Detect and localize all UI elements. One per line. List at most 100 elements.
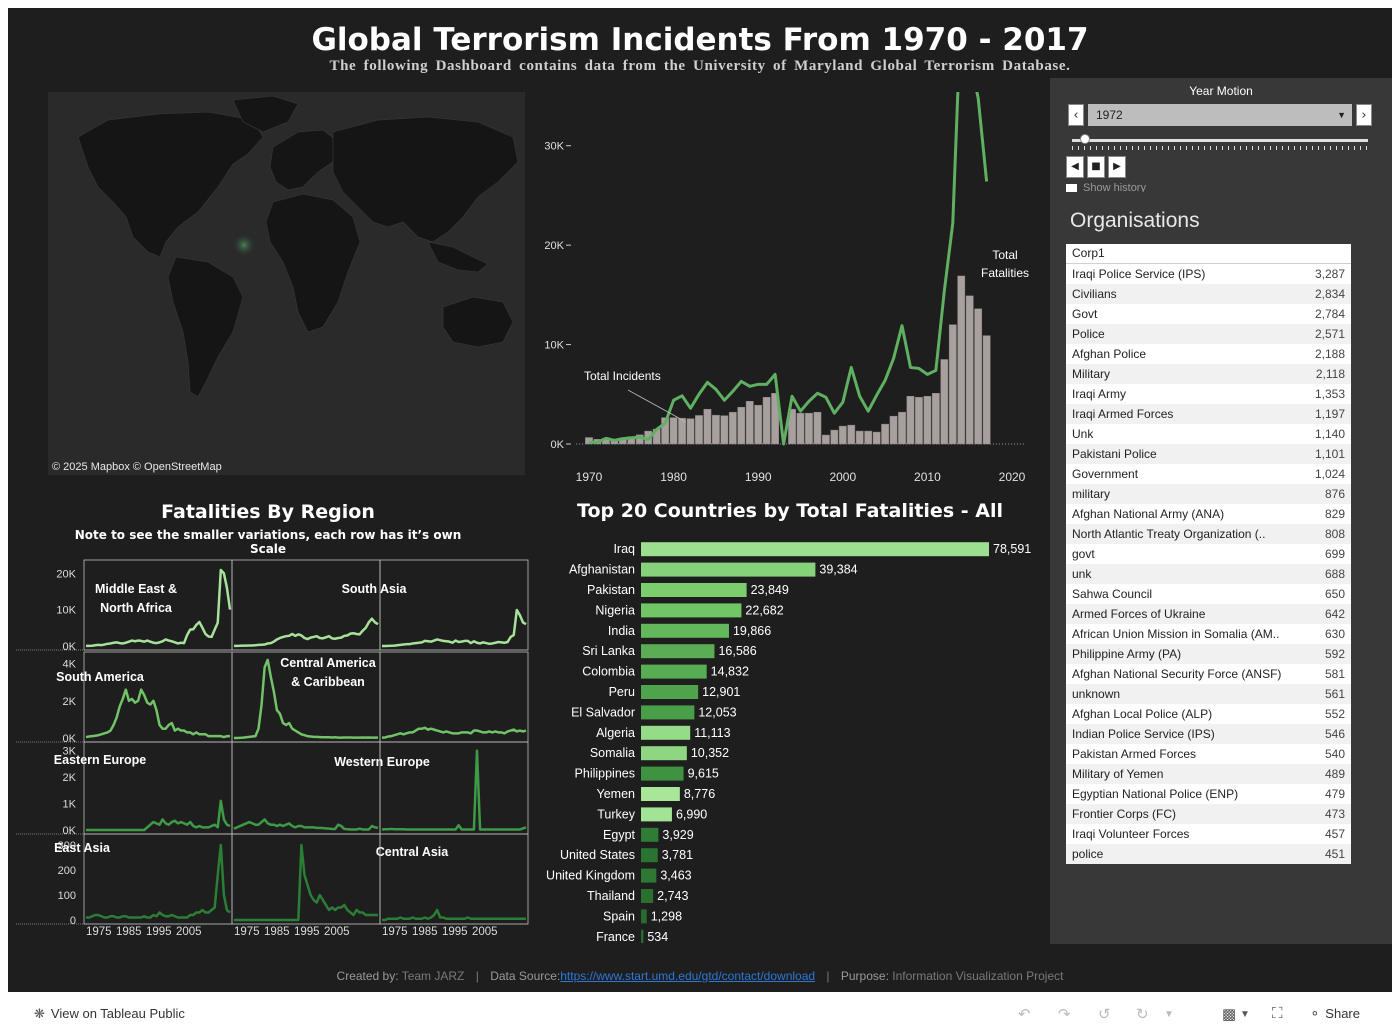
map-incident-marker[interactable] <box>232 233 256 257</box>
redo-icon[interactable]: ↷ <box>1058 1006 1071 1023</box>
stop-button[interactable]: ■ <box>1087 156 1105 178</box>
table-row[interactable]: unk 688 <box>1066 564 1351 584</box>
chevron-down-icon[interactable]: ▼ <box>1164 1009 1174 1020</box>
country-label: Philippines <box>575 767 635 781</box>
org-value: 699 <box>1324 547 1345 561</box>
table-row[interactable]: Civilians 2,834 <box>1066 284 1351 304</box>
play-backward-button[interactable]: ◀ <box>1066 156 1084 178</box>
region-x-tick-label: 1975 <box>382 926 408 938</box>
table-row[interactable]: Afghan Police 2,188 <box>1066 344 1351 364</box>
incident-bar <box>754 404 763 445</box>
refresh-icon[interactable]: ↻ <box>1136 1006 1149 1023</box>
prev-year-button[interactable]: ‹ <box>1068 104 1084 126</box>
org-value: 479 <box>1324 787 1345 801</box>
undo-icon[interactable]: ↶ <box>1018 1006 1031 1023</box>
fullscreen-icon[interactable]: ⛶ <box>1272 1005 1283 1022</box>
table-row[interactable]: Indian Police Service (IPS) 546 <box>1066 724 1351 744</box>
organisations-column-header[interactable]: Corp1 <box>1066 244 1351 264</box>
map-australia <box>442 296 514 348</box>
table-row[interactable]: Iraqi Armed Forces 1,197 <box>1066 404 1351 424</box>
table-row[interactable]: Sahwa Council 650 <box>1066 584 1351 604</box>
org-value: 540 <box>1324 747 1345 761</box>
incident-bar <box>923 396 932 445</box>
country-label: France <box>596 930 635 943</box>
table-row[interactable]: Unk 1,140 <box>1066 424 1351 444</box>
table-row[interactable]: Philippine Army (PA) 592 <box>1066 644 1351 664</box>
tableau-logo-icon: ❋ <box>34 1006 45 1021</box>
show-history-toggle[interactable]: Show history <box>1066 182 1146 192</box>
table-row[interactable]: Pakistani Police 1,101 <box>1066 444 1351 464</box>
table-row[interactable]: Iraqi Army 1,353 <box>1066 384 1351 404</box>
share-button[interactable]: ⚬ Share <box>1309 1006 1360 1022</box>
show-history-label: Show history <box>1083 182 1146 192</box>
chevron-down-icon[interactable]: ▼ <box>1240 1009 1250 1020</box>
table-row[interactable]: Military of Yemen 489 <box>1066 764 1351 784</box>
table-row[interactable]: Military 2,118 <box>1066 364 1351 384</box>
table-row[interactable]: Pakistan Armed Forces 540 <box>1066 744 1351 764</box>
incident-bar <box>762 397 771 445</box>
region-y-tick-label: 4K <box>63 659 77 671</box>
play-forward-button[interactable]: ▶ <box>1108 156 1126 178</box>
annotation-line: Fatalities <box>981 266 1029 280</box>
table-row[interactable]: unknown 561 <box>1066 684 1351 704</box>
org-name: Frontier Corps (FC) <box>1072 807 1177 821</box>
table-row[interactable]: Govt 2,784 <box>1066 304 1351 324</box>
fatalities-by-region-note: Note to see the smaller variations, each… <box>74 528 462 556</box>
region-line <box>382 908 526 922</box>
country-bar <box>641 909 647 924</box>
table-row[interactable]: Iraqi Police Service (IPS) 3,287 <box>1066 264 1351 284</box>
country-label: Egypt <box>603 828 635 842</box>
incident-bar <box>661 417 670 445</box>
view-on-tableau-button[interactable]: ❋ View on Tableau Public <box>34 1006 185 1022</box>
table-row[interactable]: Frontier Corps (FC) 473 <box>1066 804 1351 824</box>
download-icon[interactable]: ▩ <box>1222 1006 1237 1023</box>
table-row[interactable]: Afghan National Security Force (ANSF) 581 <box>1066 664 1351 684</box>
org-name: unknown <box>1072 687 1121 701</box>
organisations-title: Organisations <box>1070 209 1200 232</box>
dashboard: Global Terrorism Incidents From 1970 - 2… <box>8 8 1392 992</box>
table-row[interactable]: Egyptian National Police (ENP) 479 <box>1066 784 1351 804</box>
next-year-button[interactable]: › <box>1356 104 1372 126</box>
table-row[interactable]: Armed Forces of Ukraine 642 <box>1066 604 1351 624</box>
region-line <box>85 688 230 739</box>
org-value: 561 <box>1324 687 1345 701</box>
footer-source-link[interactable]: https://www.start.umd.edu/gtd/contact/do… <box>560 969 816 983</box>
country-value-label: 3,929 <box>662 828 693 842</box>
world-map[interactable]: © 2025 Mapbox © OpenStreetMap <box>48 92 525 475</box>
table-row[interactable]: Government 1,024 <box>1066 464 1351 484</box>
country-label: United States <box>560 848 635 862</box>
revert-icon[interactable]: ↺ <box>1098 1006 1111 1023</box>
country-bar <box>641 889 654 903</box>
table-row[interactable]: govt 699 <box>1066 544 1351 564</box>
region-x-tick-label: 2005 <box>324 926 350 938</box>
table-row[interactable]: Afghan Local Police (ALP) 552 <box>1066 704 1351 724</box>
table-row[interactable]: police 451 <box>1066 844 1351 864</box>
right-panel: Year Motion ‹ 1972 ▼ › ◀ ■ ▶ Show histor… <box>1050 78 1392 944</box>
country-value-label: 14,832 <box>711 665 749 679</box>
table-row[interactable]: North Atlantic Treaty Organization (.. 80… <box>1066 524 1351 544</box>
table-row[interactable]: Police 2,571 <box>1066 324 1351 344</box>
year-slider-thumb[interactable] <box>1080 134 1090 144</box>
incident-bar <box>737 406 746 445</box>
incident-bar <box>788 408 796 445</box>
year-select[interactable]: 1972 ▼ <box>1088 104 1352 126</box>
table-row[interactable]: Iraqi Volunteer Forces 457 <box>1066 824 1351 844</box>
region-y-tick-label: 0K <box>63 825 77 837</box>
org-name: Iraqi Police Service (IPS) <box>1072 267 1206 281</box>
region-label-line: & Caribbean <box>291 675 365 689</box>
org-value: 876 <box>1324 487 1345 501</box>
org-value: 489 <box>1324 767 1345 781</box>
region-x-tick-label: 1975 <box>234 926 260 938</box>
country-bar <box>641 848 658 863</box>
org-name: Military of Yemen <box>1072 767 1164 781</box>
incident-bar <box>974 308 983 445</box>
year-slider-track[interactable] <box>1072 139 1368 142</box>
org-name: African Union Mission in Somalia (AM.. <box>1072 627 1280 641</box>
table-row[interactable]: military 876 <box>1066 484 1351 504</box>
country-label: Colombia <box>582 665 635 679</box>
table-row[interactable]: African Union Mission in Somalia (AM.. 63… <box>1066 624 1351 644</box>
map-southeast-asia <box>427 241 489 273</box>
checkbox-icon[interactable] <box>1066 184 1077 192</box>
map-europe <box>269 129 339 191</box>
table-row[interactable]: Afghan National Army (ANA) 829 <box>1066 504 1351 524</box>
